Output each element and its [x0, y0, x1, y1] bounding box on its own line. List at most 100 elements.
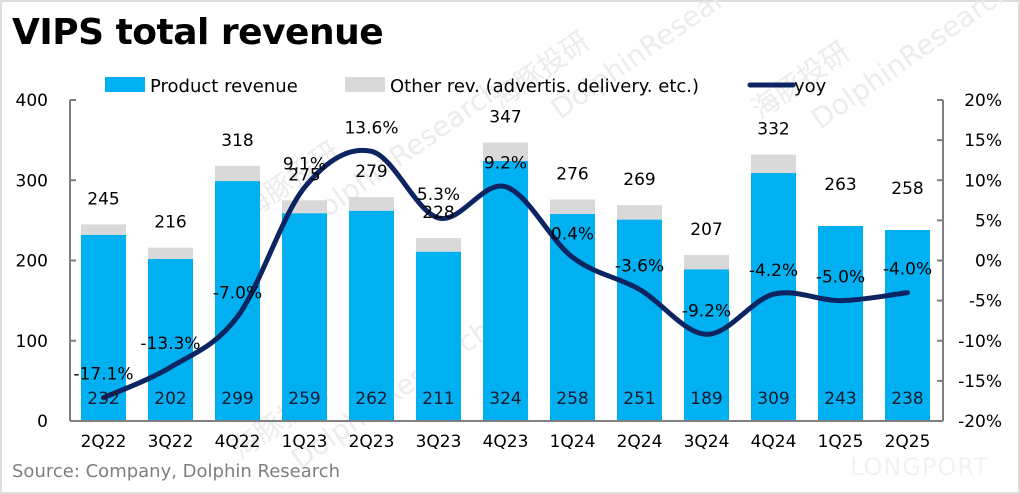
right-axis-tick-label: -5%: [969, 292, 1002, 312]
right-axis-tick-label: -15%: [958, 372, 1002, 392]
total-label: 263: [824, 175, 856, 195]
right-axis-tick-label: 10%: [964, 171, 1002, 191]
yoy-label: 13.6%: [344, 118, 398, 138]
product-label: 309: [757, 389, 789, 409]
bar-other: [617, 205, 662, 220]
bar-other: [416, 238, 461, 252]
bar-product: [751, 173, 796, 421]
product-label: 259: [288, 389, 320, 409]
yoy-line: [101, 147, 910, 401]
yoy-line-group: [101, 147, 910, 401]
product-label: 232: [87, 389, 119, 409]
legend-swatch-other: [345, 77, 385, 92]
yoy-label: -17.1%: [73, 365, 133, 385]
x-axis-tick-label: 1Q24: [550, 432, 596, 452]
bar-other: [550, 199, 595, 214]
legend-label-other: Other rev. (advertis. delivery. etc.): [390, 76, 699, 97]
right-axis-tick-label: 5%: [975, 211, 1002, 231]
bar-product: [483, 160, 528, 422]
bar-product: [684, 269, 729, 421]
total-label: 258: [891, 179, 923, 199]
total-label: 318: [221, 131, 253, 151]
left-axis-tick-label: 300: [16, 171, 48, 191]
bar-product: [885, 230, 930, 421]
x-axis-tick-label: 2Q25: [885, 432, 931, 452]
total-label: 245: [87, 189, 119, 209]
product-label: 262: [355, 389, 387, 409]
x-axis-tick-label: 2Q24: [617, 432, 663, 452]
bar-product: [282, 213, 327, 421]
right-axis-tick-label: 0%: [975, 252, 1002, 272]
product-label: 258: [556, 389, 588, 409]
total-label: 275: [288, 165, 320, 185]
source-note: Source: Company, Dolphin Research: [12, 461, 341, 482]
yoy-label: 0.4%: [551, 224, 594, 244]
yoy-label: 5.3%: [417, 185, 460, 205]
total-label: 207: [690, 220, 722, 240]
legend: Product revenue Other rev. (advertis. de…: [105, 76, 827, 97]
x-axis-tick-label: 2Q23: [349, 432, 395, 452]
x-axis-tick-label: 3Q22: [148, 432, 194, 452]
yoy-label: -4.0%: [883, 260, 932, 280]
product-label: 202: [154, 389, 186, 409]
total-label: 216: [154, 213, 186, 233]
bar-other: [215, 165, 260, 182]
bar-product: [617, 219, 662, 421]
bar-product: [215, 181, 260, 421]
left-axis-tick-label: 100: [16, 332, 48, 352]
product-label: 238: [891, 389, 923, 409]
bar-other: [349, 197, 394, 211]
bar-other: [684, 254, 729, 270]
axes: 0 100 200 300 400 -20% -15% -10% -5% 0% 5% 10% 15% 20…: [16, 91, 1002, 452]
right-axis-tick-label: 20%: [964, 91, 1002, 111]
right-axis-tick-label: -20%: [958, 412, 1002, 432]
yoy-label: -3.6%: [615, 256, 664, 276]
bar-product: [416, 251, 461, 421]
total-label: 228: [422, 203, 454, 223]
bar-product: [550, 213, 595, 421]
bar-product: [349, 210, 394, 421]
left-axis-tick-label: 0: [37, 412, 48, 432]
bar-other: [81, 224, 126, 235]
total-label: 276: [556, 165, 588, 185]
yoy-label: 9.2%: [484, 154, 527, 174]
yoy-label: -13.3%: [140, 334, 200, 354]
yoy-label: -7.0%: [213, 284, 262, 304]
bars: [81, 142, 930, 422]
yoy-label: -4.2%: [749, 261, 798, 281]
bar-product: [148, 258, 193, 421]
product-label: 324: [489, 389, 521, 409]
total-label: 269: [623, 170, 655, 190]
right-axis-tick-label: -10%: [958, 332, 1002, 352]
product-label: 211: [422, 389, 454, 409]
right-axis-tick-label: 15%: [964, 131, 1002, 151]
left-axis-tick-label: 200: [16, 252, 48, 272]
total-label: 347: [489, 108, 521, 128]
product-label: 243: [824, 389, 856, 409]
bar-other: [148, 247, 193, 259]
total-label: 332: [757, 120, 789, 140]
x-axis-tick-label: 4Q22: [215, 432, 261, 452]
bar-product: [818, 225, 863, 421]
x-axis-tick-label: 1Q23: [282, 432, 328, 452]
x-axis-tick-label: 1Q25: [818, 432, 864, 452]
data-labels: 245 232 -17.1% 216 202 -13.3% 318 299 -7.0% 275 25…: [73, 108, 932, 409]
bar-other: [751, 154, 796, 174]
product-label: 299: [221, 389, 253, 409]
x-axis-tick-label: 3Q24: [684, 432, 730, 452]
legend-label-yoy: yoy: [794, 76, 827, 97]
x-axis-tick-label: 4Q23: [483, 432, 529, 452]
x-axis-tick-label: 3Q23: [416, 432, 462, 452]
product-label: 251: [623, 389, 655, 409]
yoy-label: 9.1%: [283, 154, 326, 174]
left-axis-tick-label: 400: [16, 91, 48, 111]
yoy-label: -9.2%: [682, 301, 731, 321]
legend-label-product: Product revenue: [150, 76, 298, 97]
product-label: 189: [690, 389, 722, 409]
yoy-label: -5.0%: [816, 268, 865, 288]
bar-other: [483, 142, 528, 161]
chart-title: VIPS total revenue: [12, 12, 384, 53]
x-axis-tick-label: 2Q22: [81, 432, 127, 452]
total-label: 279: [355, 162, 387, 182]
